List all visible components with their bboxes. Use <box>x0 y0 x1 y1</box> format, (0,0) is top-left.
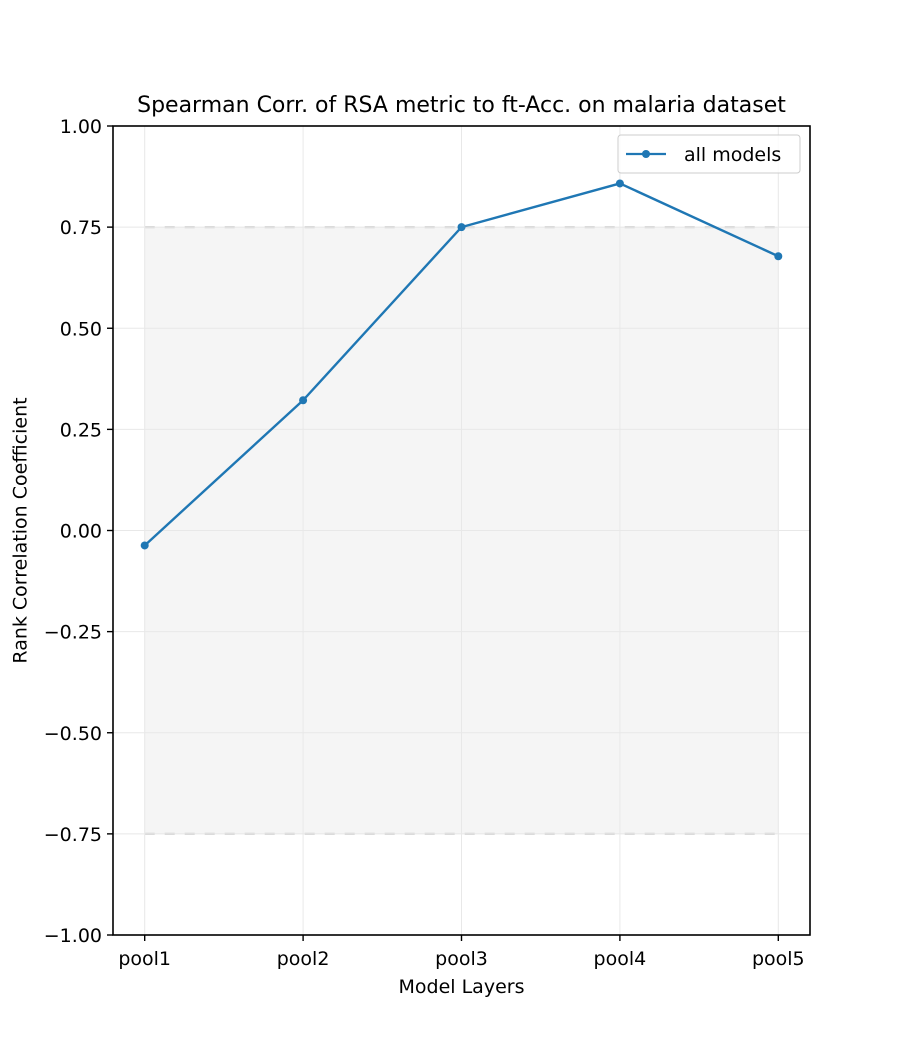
x-tick-label: pool3 <box>435 948 488 970</box>
y-tick-label: −0.25 <box>44 622 102 644</box>
legend-marker-sample <box>642 150 650 158</box>
tick-layer: −1.00 −0.75 −0.50 −0.25 0.00 0.25 0.50 0.75 1.00… <box>44 116 805 970</box>
y-tick-label: 0.25 <box>60 419 102 441</box>
data-point-pool3 <box>457 223 466 232</box>
y-axis-label: Rank Correlation Coefficient <box>10 397 32 663</box>
y-tick-label: −0.75 <box>44 824 102 846</box>
series-layer <box>140 179 783 550</box>
chart-title: Spearman Corr. of RSA metric to ft-Acc. … <box>137 93 786 118</box>
x-tick-label: pool5 <box>752 948 805 970</box>
y-tick-label: 0.75 <box>60 217 102 239</box>
x-tick-label: pool4 <box>594 948 647 970</box>
data-point-pool4 <box>615 179 624 188</box>
y-tick-label: 1.00 <box>60 116 102 138</box>
y-tick-label: −0.50 <box>44 723 102 745</box>
y-tick-label: 0.50 <box>60 318 102 340</box>
x-tick-label: pool1 <box>118 948 171 970</box>
data-point-pool2 <box>299 396 308 405</box>
legend-box <box>617 134 801 174</box>
data-point-pool5 <box>774 252 783 261</box>
y-tick-label: −1.00 <box>44 925 102 947</box>
grid-layer <box>113 125 810 936</box>
y-tick-label: 0.00 <box>60 521 102 543</box>
legend-label: all models <box>684 144 781 166</box>
x-axis-label: Model Layers <box>399 976 525 998</box>
x-tick-label: pool2 <box>277 948 330 970</box>
legend: all models <box>617 134 801 174</box>
data-point-pool1 <box>140 541 149 550</box>
